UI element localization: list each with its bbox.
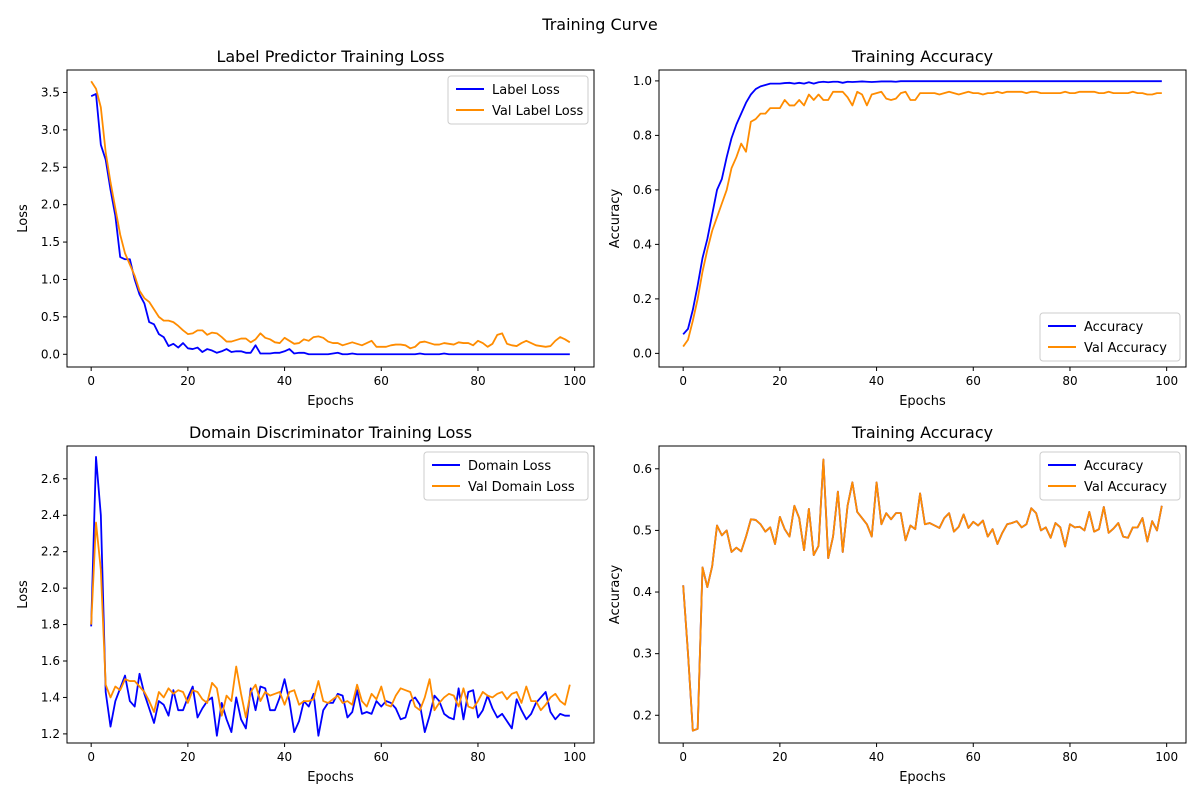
domain-loss-plot-frame	[66, 445, 595, 744]
domain-loss-y-tick-label: 1.8	[41, 618, 60, 632]
label-accuracy-legend: Accuracy Val Accuracy	[1039, 312, 1181, 362]
domain-accuracy-plot-frame	[658, 445, 1187, 744]
domain-loss-x-tick-label: 0	[87, 750, 95, 764]
label-loss-x-tick-label: 40	[277, 374, 292, 388]
domain-loss-y-tick-label: 1.6	[41, 654, 60, 668]
label-accuracy-y-tick-label: 0.6	[633, 183, 652, 197]
label-loss-legend-label-label-loss: Label Loss	[492, 83, 560, 98]
label-accuracy-x-tick-label: 20	[772, 374, 787, 388]
label-accuracy-x-tick-label: 80	[1062, 374, 1077, 388]
label-accuracy-y-axis-label: Accuracy	[608, 189, 623, 249]
domain-loss-legend-label-domain-loss: Domain Loss	[468, 459, 551, 474]
domain-loss-x-tick-label: 100	[563, 750, 586, 764]
label-accuracy-plot-frame	[658, 69, 1187, 368]
domain-loss-y-tick-label: 2.4	[41, 508, 60, 522]
label-loss-legend-label-val-label-loss: Val Label Loss	[492, 104, 584, 119]
domain-loss-chart: Domain Discriminator Training Loss 0 20 40 6…	[16, 423, 595, 785]
label-loss-y-tick-label: 1.0	[41, 272, 60, 286]
domain-accuracy-y-tick-label: 0.6	[633, 462, 652, 476]
domain-loss-y-tick-label: 2.2	[41, 545, 60, 559]
label-accuracy-y-tick-label: 0.0	[633, 346, 652, 360]
domain-accuracy-x-tick-label: 60	[966, 750, 981, 764]
domain-loss-y-tick-label: 1.2	[41, 727, 60, 741]
label-loss-title: Label Predictor Training Loss	[216, 47, 444, 66]
domain-loss-legend: Domain Loss Val Domain Loss	[423, 451, 589, 501]
label-loss-x-tick-label: 100	[563, 374, 586, 388]
domain-accuracy-y-tick-label: 0.5	[633, 523, 652, 537]
domain-loss-x-tick-label: 40	[277, 750, 292, 764]
domain-accuracy-x-tick-label: 0	[679, 750, 687, 764]
label-loss-y-tick-label: 1.5	[41, 235, 60, 249]
label-accuracy-y-tick-label: 0.8	[633, 128, 652, 142]
label-loss-y-tick-label: 3.0	[41, 123, 60, 137]
label-accuracy-x-tick-label: 0	[679, 374, 687, 388]
label-loss-y-tick-label: 3.5	[41, 85, 60, 99]
domain-loss-y-axis-label: Loss	[16, 580, 31, 609]
domain-accuracy-legend: Accuracy Val Accuracy	[1039, 451, 1181, 501]
domain-loss-x-tick-label: 20	[180, 750, 195, 764]
label-accuracy-chart: Training Accuracy 0 20 40 60 80 100 0.0 0.2 0.4 0.…	[608, 47, 1187, 409]
label-loss-x-tick-label: 80	[470, 374, 485, 388]
label-accuracy-legend-label-accuracy: Accuracy	[1084, 320, 1144, 335]
label-accuracy-y-tick-label: 0.2	[633, 292, 652, 306]
domain-loss-legend-box	[423, 451, 589, 501]
domain-loss-x-tick-label: 80	[470, 750, 485, 764]
domain-accuracy-y-tick-label: 0.3	[633, 647, 652, 661]
label-loss-series-val-label-loss-line	[90, 80, 571, 350]
domain-loss-y-tick-label: 1.4	[41, 690, 60, 704]
domain-accuracy-x-tick-label: 80	[1062, 750, 1077, 764]
domain-accuracy-series-val-accuracy-line	[682, 458, 1163, 732]
label-loss-x-tick-label: 20	[180, 374, 195, 388]
label-accuracy-x-axis-label: Epochs	[899, 394, 946, 409]
label-loss-chart: Label Predictor Training Loss 0 20 40 60 80 10…	[16, 47, 595, 409]
domain-accuracy-chart: Training Accuracy 0 20 40 60 80 100 0.2 0.3 0.4 0.…	[608, 423, 1187, 785]
label-accuracy-y-tick-label: 0.4	[633, 237, 652, 251]
domain-accuracy-y-axis-label: Accuracy	[608, 565, 623, 625]
domain-loss-x-axis-label: Epochs	[307, 770, 354, 785]
figure-suptitle: Training Curve	[541, 15, 657, 34]
domain-loss-legend-label-val-domain-loss: Val Domain Loss	[468, 480, 575, 495]
label-loss-y-axis-label: Loss	[16, 204, 31, 233]
domain-loss-x-tick-label: 60	[374, 750, 389, 764]
domain-accuracy-x-axis-label: Epochs	[899, 770, 946, 785]
label-accuracy-series-val-accuracy-line	[682, 90, 1162, 348]
domain-accuracy-y-tick-label: 0.2	[633, 708, 652, 722]
label-loss-x-axis-label: Epochs	[307, 394, 354, 409]
label-loss-x-tick-label: 0	[87, 374, 95, 388]
label-accuracy-x-tick-label: 100	[1155, 374, 1178, 388]
label-accuracy-x-tick-label: 40	[869, 374, 884, 388]
label-loss-y-tick-label: 2.5	[41, 160, 60, 174]
domain-accuracy-x-tick-label: 40	[869, 750, 884, 764]
label-loss-plot-frame	[66, 69, 595, 368]
label-accuracy-title: Training Accuracy	[851, 47, 993, 66]
domain-loss-y-tick-label: 2.0	[41, 581, 60, 595]
domain-accuracy-x-tick-label: 20	[772, 750, 787, 764]
domain-loss-series-domain-loss-line	[90, 456, 570, 737]
domain-accuracy-legend-label-val-accuracy: Val Accuracy	[1084, 480, 1167, 495]
label-loss-x-tick-label: 60	[374, 374, 389, 388]
domain-accuracy-title: Training Accuracy	[851, 423, 993, 442]
label-accuracy-x-tick-label: 60	[966, 374, 981, 388]
label-accuracy-legend-label-val-accuracy: Val Accuracy	[1084, 341, 1167, 356]
domain-loss-y-tick-label: 2.6	[41, 472, 60, 486]
label-loss-y-tick-label: 2.0	[41, 198, 60, 212]
label-loss-y-tick-label: 0.5	[41, 310, 60, 324]
label-loss-y-tick-label: 0.0	[41, 347, 60, 361]
label-loss-legend: Label Loss Val Label Loss	[447, 75, 589, 125]
label-accuracy-y-tick-label: 1.0	[633, 74, 652, 88]
label-accuracy-series-accuracy-line	[682, 80, 1162, 335]
domain-loss-series-val-domain-loss-line	[90, 521, 571, 719]
label-loss-series-label-loss-line	[90, 93, 570, 356]
domain-accuracy-legend-label-accuracy: Accuracy	[1084, 459, 1144, 474]
domain-accuracy-x-tick-label: 100	[1155, 750, 1178, 764]
domain-accuracy-y-tick-label: 0.4	[633, 585, 652, 599]
domain-loss-title: Domain Discriminator Training Loss	[189, 423, 472, 442]
